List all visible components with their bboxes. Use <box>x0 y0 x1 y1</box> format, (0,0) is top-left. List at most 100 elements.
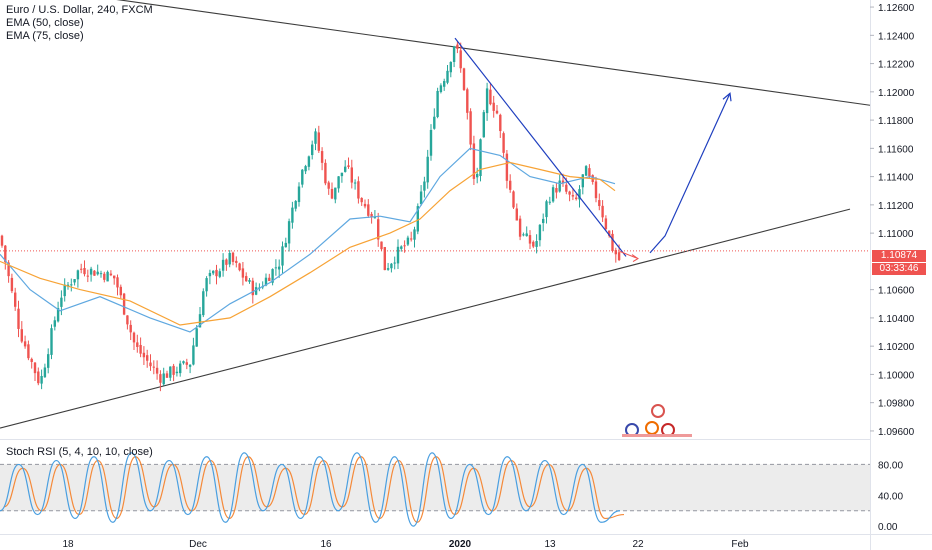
candle-body <box>188 364 192 367</box>
candle-body <box>380 241 383 250</box>
candle-body <box>518 218 522 237</box>
y-tick-label: 1.12600 <box>878 3 915 14</box>
candle-body <box>525 233 528 237</box>
y-tick-label: 1.11200 <box>878 201 914 212</box>
candle-body <box>215 269 218 277</box>
candle-body <box>198 314 202 328</box>
x-tick-label: Dec <box>189 539 207 550</box>
candle-body <box>268 277 271 282</box>
candle-body <box>175 371 179 374</box>
candle-body <box>212 270 215 274</box>
candle-body <box>218 271 221 277</box>
candle-body <box>155 367 159 374</box>
y-tick-label: 1.12400 <box>878 31 915 42</box>
candle-body <box>271 269 274 283</box>
candle-body <box>142 352 146 358</box>
candle-body <box>400 246 403 249</box>
candle-body <box>284 242 287 248</box>
candle-body <box>373 217 377 219</box>
candle-body <box>330 188 334 199</box>
y-tick-label: 1.11000 <box>878 229 914 240</box>
candle-body <box>122 293 126 315</box>
candle-body <box>608 230 611 236</box>
stoch-y-tick-label: 80.00 <box>878 460 903 471</box>
candle-body <box>327 182 330 189</box>
x-tick-label: 18 <box>62 539 74 550</box>
y-tick-label: 1.10200 <box>878 342 915 353</box>
candle-body <box>76 270 80 280</box>
candle-body <box>245 276 248 282</box>
projection-arrowhead <box>722 92 732 102</box>
candle-body <box>172 365 175 375</box>
candle-body <box>578 189 581 200</box>
candle-body <box>221 259 225 271</box>
candle-body <box>7 262 10 277</box>
candle-body <box>548 201 551 203</box>
ema50-line <box>0 147 616 333</box>
candle-body <box>344 166 347 172</box>
candle-body <box>433 116 436 129</box>
candle-body <box>225 259 228 265</box>
candle-body <box>601 205 604 218</box>
candle-body <box>363 203 367 207</box>
candle-body <box>334 187 337 200</box>
candle-body <box>307 156 311 167</box>
candle-body <box>228 252 231 265</box>
candle-body <box>116 277 119 288</box>
ema50-legend[interactable]: EMA (50, close) <box>6 17 84 29</box>
stoch-legend[interactable]: Stoch RSI (5, 4, 10, 10, close) <box>6 446 153 458</box>
candle-body <box>50 328 53 355</box>
candle-body <box>476 173 479 178</box>
x-tick-label: 16 <box>320 539 332 550</box>
candle-body <box>581 174 584 188</box>
candle-body <box>30 358 33 363</box>
candle-body <box>86 275 89 277</box>
candle-body <box>238 263 241 271</box>
candle-body <box>314 131 317 144</box>
candle-body <box>403 245 406 247</box>
candle-body <box>452 46 456 62</box>
candle-body <box>195 328 198 347</box>
stoch-y-tick-label: 0.00 <box>878 522 898 533</box>
candle-body <box>604 218 608 230</box>
candle-body <box>489 89 492 105</box>
candle-body <box>449 62 452 73</box>
candle-body <box>119 286 122 296</box>
candle-body <box>202 291 205 316</box>
candle-body <box>27 344 30 359</box>
countdown-tag: 03:33:46 <box>872 263 926 275</box>
candle-body <box>146 355 149 361</box>
candle-body <box>413 229 416 240</box>
candle-body <box>485 88 489 114</box>
candle-body <box>301 169 304 185</box>
symbol-legend[interactable]: Euro / U.S. Dollar, 240, FXCM <box>6 4 153 16</box>
y-tick-label: 1.10600 <box>878 286 915 297</box>
candle-body <box>93 270 96 276</box>
candle-body <box>63 284 66 297</box>
candle-body <box>406 237 410 245</box>
candle-body <box>584 166 588 176</box>
y-tick-label: 1.11600 <box>878 144 914 155</box>
candle-body <box>4 245 7 263</box>
y-tick-label: 1.10400 <box>878 314 915 325</box>
candle-body <box>185 362 188 365</box>
y-tick-label: 1.12000 <box>878 88 915 99</box>
stoch-k-line <box>0 452 621 527</box>
y-tick-label: 1.11400 <box>878 173 914 184</box>
x-tick-label: 13 <box>544 539 556 550</box>
candle-body <box>297 186 301 203</box>
candle-body <box>248 280 251 282</box>
red-arrow <box>619 251 639 260</box>
ema75-legend[interactable]: EMA (75, close) <box>6 30 84 42</box>
candle-body <box>165 373 169 378</box>
candle-body <box>419 191 423 205</box>
candle-body <box>462 68 466 90</box>
stoch-y-tick-label: 40.00 <box>878 491 903 502</box>
candle-body <box>542 218 545 224</box>
candle-body <box>386 268 390 270</box>
candle-body <box>60 297 63 307</box>
candle-body <box>561 180 565 184</box>
candle-body <box>208 272 212 277</box>
candle-body <box>393 262 396 264</box>
